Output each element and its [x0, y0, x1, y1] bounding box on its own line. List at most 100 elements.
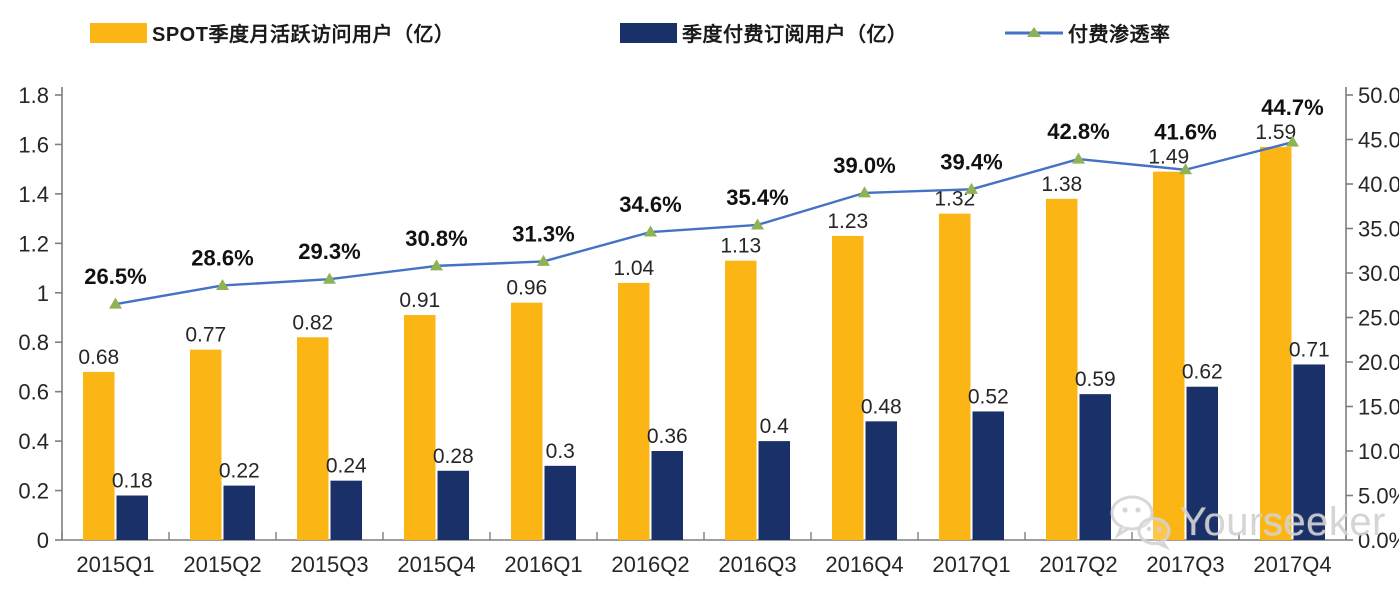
bar-label-subs-2017Q3: 0.62: [1182, 361, 1223, 384]
bar-label-subs-2017Q4: 0.71: [1289, 338, 1330, 361]
x-category-label: 2017Q3: [1146, 552, 1224, 577]
right-axis-tick-label: 35.0%: [1358, 217, 1399, 242]
legend-item-subs: 季度付费订阅用户（亿）: [620, 18, 908, 47]
right-axis-tick-label: 10.0%: [1358, 439, 1399, 464]
x-category-label: 2015Q2: [183, 552, 261, 577]
penetration-label-2015Q4: 30.8%: [405, 226, 467, 251]
penetration-label-2015Q2: 28.6%: [191, 245, 253, 270]
x-category-label: 2016Q4: [825, 552, 903, 577]
bar-label-mau-2015Q4: 0.91: [399, 289, 440, 312]
left-axis-tick-label: 0.8: [18, 330, 49, 355]
penetration-label-2017Q3: 41.6%: [1154, 120, 1216, 145]
penetration-marker-2016Q4: [858, 186, 871, 198]
right-axis-tick-label: 25.0%: [1358, 306, 1399, 331]
left-axis-tick-label: 1: [37, 281, 49, 306]
bar-label-mau-2017Q4: 1.59: [1255, 121, 1296, 144]
bar-subs-2015Q1: [116, 495, 148, 540]
penetration-marker-2015Q4: [430, 259, 443, 271]
right-axis-tick-label: 45.0%: [1358, 128, 1399, 153]
right-axis-tick-label: 40.0%: [1358, 172, 1399, 197]
bar-mau-2017Q3: [1153, 171, 1185, 540]
penetration-marker-2017Q1: [965, 182, 978, 194]
x-category-label: 2015Q4: [397, 552, 475, 577]
left-axis-tick-label: 1.2: [18, 231, 49, 256]
bar-mau-2016Q1: [511, 302, 543, 540]
penetration-marker-2017Q3: [1179, 163, 1192, 175]
line-marker-sample: [1005, 26, 1063, 37]
bar-subs-2017Q4: [1293, 364, 1325, 540]
left-axis-tick-label: 1.8: [18, 83, 49, 108]
bar-mau-2016Q3: [725, 260, 757, 540]
bar-subs-2016Q3: [758, 441, 790, 540]
bar-label-mau-2017Q3: 1.49: [1148, 146, 1189, 169]
bar-mau-2015Q4: [404, 315, 436, 540]
legend-item-mau: SPOT季度月活跃访问用户（亿）: [90, 18, 454, 47]
penetration-label-2017Q4: 44.7%: [1261, 95, 1323, 120]
penetration-label-2015Q1: 26.5%: [84, 264, 146, 289]
penetration-label-2017Q2: 42.8%: [1047, 119, 1109, 144]
penetration-marker-2015Q2: [216, 278, 229, 290]
bar-label-subs-2016Q3: 0.4: [760, 415, 790, 438]
right-axis-tick-label: 15.0%: [1358, 395, 1399, 420]
x-category-label: 2016Q3: [718, 552, 796, 577]
bar-subs-2015Q3: [330, 480, 362, 540]
x-category-label: 2015Q3: [290, 552, 368, 577]
left-axis-tick-label: 0.2: [18, 479, 49, 504]
x-category-label: 2016Q1: [504, 552, 582, 577]
mau-series-swatch: [90, 22, 147, 43]
right-axis-tick-label: 50.0%: [1358, 83, 1399, 108]
penetration-label-2017Q1: 39.4%: [940, 149, 1002, 174]
bar-label-subs-2016Q4: 0.48: [861, 395, 902, 418]
left-axis-tick-label: 0: [37, 528, 49, 553]
penetration-marker-2016Q3: [751, 218, 764, 230]
bar-label-mau-2016Q2: 1.04: [613, 257, 654, 280]
x-category-label: 2017Q2: [1039, 552, 1117, 577]
right-axis-tick-label: 30.0%: [1358, 261, 1399, 286]
bar-label-mau-2015Q2: 0.77: [185, 324, 226, 347]
bar-label-mau-2017Q2: 1.38: [1041, 173, 1082, 196]
bar-label-subs-2016Q1: 0.3: [546, 440, 575, 463]
bar-mau-2017Q1: [939, 213, 971, 540]
bar-mau-2015Q1: [83, 371, 115, 540]
left-axis-tick-label: 1.4: [18, 182, 49, 207]
left-axis-tick-label: 0.4: [18, 429, 49, 454]
bar-mau-2017Q4: [1260, 146, 1292, 540]
penetration-marker-2016Q1: [537, 254, 550, 266]
bar-subs-2017Q3: [1186, 386, 1218, 540]
bar-subs-2016Q4: [865, 421, 897, 540]
legend-label-subs: 季度付费订阅用户（亿）: [682, 24, 908, 46]
penetration-label-2016Q4: 39.0%: [833, 153, 895, 178]
subs-series-swatch: [620, 22, 677, 43]
legend-label-mau: SPOT季度月活跃访问用户（亿）: [152, 24, 455, 46]
x-category-label: 2015Q1: [76, 552, 154, 577]
right-axis-tick-label: 0.0%: [1358, 528, 1399, 553]
bar-label-subs-2016Q2: 0.36: [647, 425, 688, 448]
bar-subs-2017Q2: [1079, 394, 1111, 540]
penetration-marker-2015Q1: [109, 297, 122, 309]
bar-label-mau-2016Q3: 1.13: [720, 235, 761, 258]
bar-label-subs-2015Q4: 0.28: [433, 445, 474, 468]
x-category-label: 2017Q4: [1253, 552, 1331, 577]
penetration-marker-2015Q3: [323, 272, 336, 284]
right-axis-tick-label: 5.0%: [1358, 484, 1399, 509]
bar-label-mau-2015Q1: 0.68: [78, 346, 119, 369]
bar-label-mau-2016Q1: 0.96: [506, 277, 547, 300]
bar-label-subs-2017Q2: 0.59: [1075, 368, 1116, 391]
bar-label-subs-2015Q1: 0.18: [112, 470, 153, 493]
bar-subs-2017Q1: [972, 411, 1004, 540]
legend-label-penetration: 付费渗透率: [1068, 24, 1171, 46]
right-axis-tick-label: 20.0%: [1358, 350, 1399, 375]
bar-label-mau-2016Q4: 1.23: [827, 210, 868, 233]
penetration-line: [115, 141, 1293, 306]
penetration-marker-2016Q2: [644, 225, 657, 237]
bar-subs-2015Q4: [437, 470, 469, 540]
penetration-marker-2017Q4: [1286, 135, 1299, 147]
penetration-label-2016Q3: 35.4%: [726, 185, 788, 210]
legend: SPOT季度月活跃访问用户（亿） 季度付费订阅用户（亿） 付费渗透率: [0, 0, 1399, 60]
bar-subs-2015Q2: [223, 485, 255, 540]
bar-mau-2016Q2: [618, 282, 650, 540]
left-axis-tick-label: 0.6: [18, 380, 49, 405]
